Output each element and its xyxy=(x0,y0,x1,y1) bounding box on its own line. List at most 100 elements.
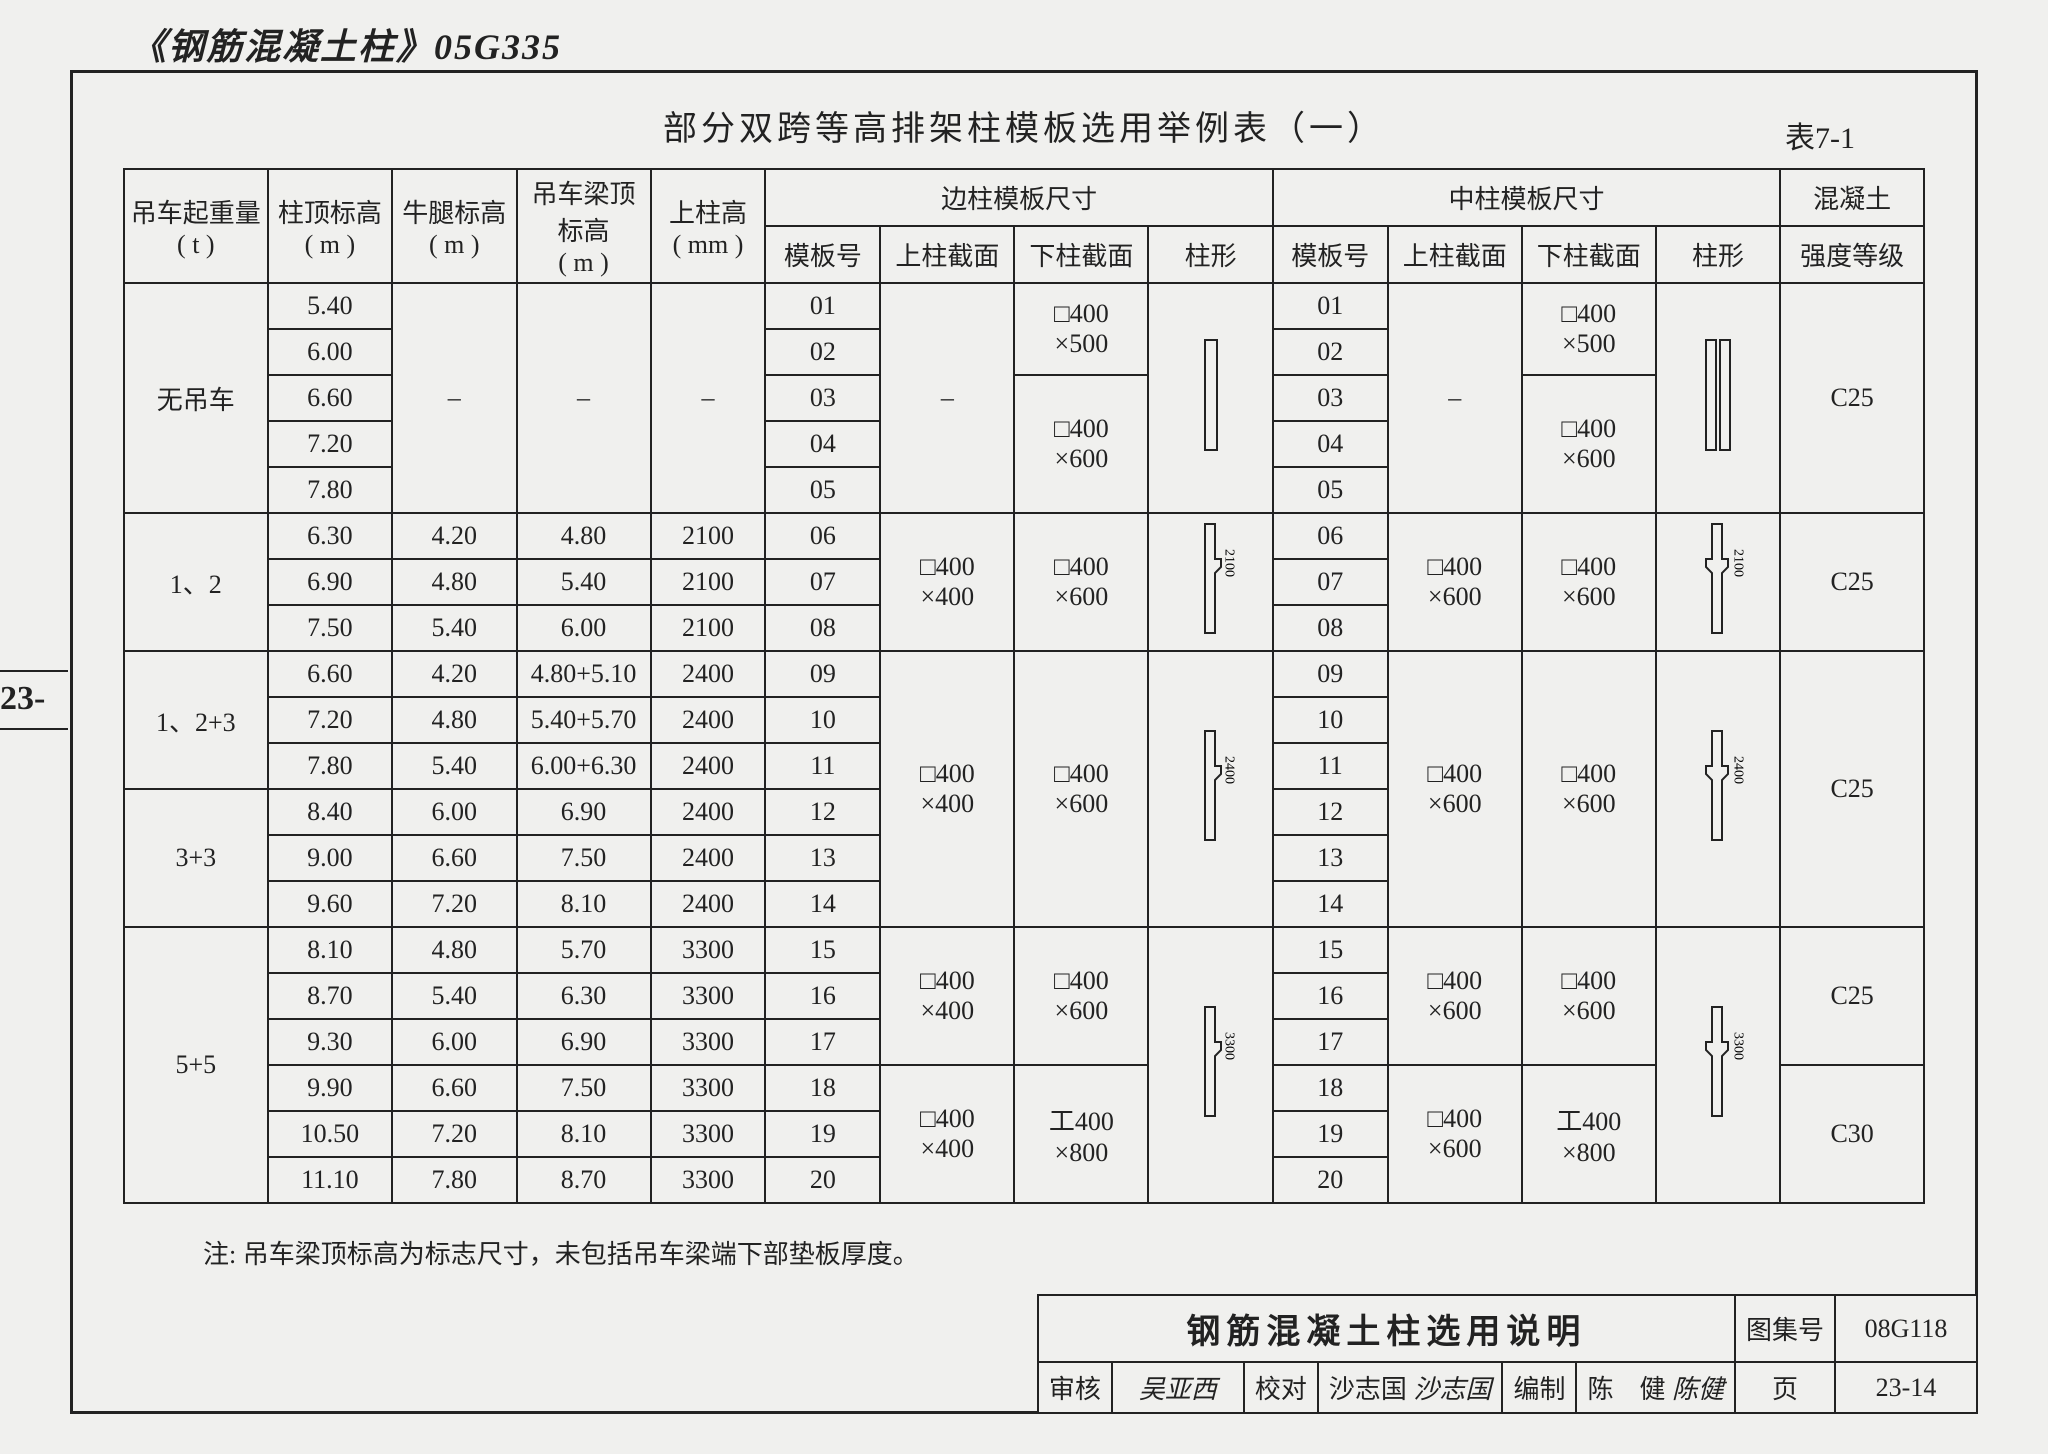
table-cell: 2400 xyxy=(651,835,766,881)
col-header: 牛腿标高( m ) xyxy=(392,169,516,283)
table-cell: 4.80 xyxy=(392,927,516,973)
table-cell: 18 xyxy=(1273,1065,1388,1111)
table-cell: □400×600 xyxy=(1388,927,1522,1065)
drawing-frame: 部分双跨等高排架柱模板选用举例表（一） 表7-1 吊车起重量( t )柱顶标高(… xyxy=(70,70,1978,1414)
col-header: 模板号 xyxy=(765,226,880,283)
table-title: 部分双跨等高排架柱模板选用举例表（一） xyxy=(123,83,1925,168)
table-row: 5+58.104.805.70330015□400×400□400×600330… xyxy=(124,927,1924,973)
col-header: 中柱模板尺寸 xyxy=(1273,169,1780,226)
table-cell: □400×600 xyxy=(1522,651,1656,927)
table-cell: 2100 xyxy=(651,559,766,605)
table-cell: C30 xyxy=(1780,1065,1924,1203)
table-cell: 2400 xyxy=(651,789,766,835)
col-header: 柱顶标高( m ) xyxy=(268,169,392,283)
table-cell: 20 xyxy=(1273,1157,1388,1203)
table-cell: 12 xyxy=(1273,789,1388,835)
table-cell: □400×600 xyxy=(1522,927,1656,1065)
table-cell: □400×600 xyxy=(1522,513,1656,651)
table-cell: 14 xyxy=(765,881,880,927)
table-cell: 4.20 xyxy=(392,651,516,697)
table-cell: □400×600 xyxy=(1014,651,1148,927)
table-cell: 7.20 xyxy=(392,1111,516,1157)
col-header: 柱形 xyxy=(1148,226,1272,283)
table-cell: 5.40 xyxy=(268,283,392,329)
table-cell: C25 xyxy=(1780,927,1924,1065)
col-header: 上柱截面 xyxy=(1388,226,1522,283)
review-label: 审核 xyxy=(1038,1362,1112,1413)
table-cell: 3300 xyxy=(651,1065,766,1111)
table-cell xyxy=(1656,283,1780,513)
table-cell: 08 xyxy=(1273,605,1388,651)
table-cell: 3300 xyxy=(651,1157,766,1203)
table-cell: 2400 xyxy=(1148,651,1272,927)
page-value: 23-14 xyxy=(1835,1362,1977,1413)
table-cell: 19 xyxy=(765,1111,880,1157)
table-cell: 08 xyxy=(765,605,880,651)
table-cell: 2400 xyxy=(651,881,766,927)
table-cell: □400×600 xyxy=(1388,513,1522,651)
table-cell: 6.00 xyxy=(268,329,392,375)
table-cell: 工400×800 xyxy=(1014,1065,1148,1203)
table-cell: □400×400 xyxy=(880,513,1014,651)
table-cell: C25 xyxy=(1780,651,1924,927)
selection-table: 吊车起重量( t )柱顶标高( m )牛腿标高( m )吊车梁顶标高( m )上… xyxy=(123,168,1925,1204)
table-cell: 2400 xyxy=(651,651,766,697)
table-cell: 7.20 xyxy=(268,421,392,467)
col-header: 柱形 xyxy=(1656,226,1780,283)
table-cell: □400×600 xyxy=(1014,375,1148,513)
table-cell: 6.00 xyxy=(517,605,651,651)
col-header: 下柱截面 xyxy=(1014,226,1148,283)
table-cell: 6.30 xyxy=(268,513,392,559)
table-cell: C25 xyxy=(1780,283,1924,513)
col-header: 模板号 xyxy=(1273,226,1388,283)
table-cell: 8.70 xyxy=(268,973,392,1019)
table-cell: 3300 xyxy=(1656,927,1780,1203)
table-cell: 6.60 xyxy=(268,375,392,421)
compile-name: 陈 健 陈健 xyxy=(1576,1362,1735,1413)
table-cell: 13 xyxy=(1273,835,1388,881)
table-cell: 6.60 xyxy=(268,651,392,697)
table-cell: 8.10 xyxy=(517,881,651,927)
table-cell: 1、2+3 xyxy=(124,651,268,789)
table-cell: 05 xyxy=(1273,467,1388,513)
table-cell: 3+3 xyxy=(124,789,268,927)
table-cell: 2100 xyxy=(1148,513,1272,651)
table-cell: 6.60 xyxy=(392,835,516,881)
table-cell: – xyxy=(651,283,766,513)
col-header: 上柱截面 xyxy=(880,226,1014,283)
table-cell: 04 xyxy=(765,421,880,467)
table-cell: 1、2 xyxy=(124,513,268,651)
table-cell: – xyxy=(1388,283,1522,513)
table-cell: 20 xyxy=(765,1157,880,1203)
document-header: 《钢筋混凝土柱》05G335 xyxy=(130,18,562,70)
table-cell: 2100 xyxy=(651,605,766,651)
col-header: 强度等级 xyxy=(1780,226,1924,283)
check-label: 校对 xyxy=(1244,1362,1318,1413)
table-cell: 7.20 xyxy=(268,697,392,743)
table-cell: 15 xyxy=(765,927,880,973)
table-cell: 17 xyxy=(1273,1019,1388,1065)
table-cell: 7.50 xyxy=(517,835,651,881)
table-cell: 18 xyxy=(765,1065,880,1111)
table-cell: 2100 xyxy=(651,513,766,559)
table-cell: 14 xyxy=(1273,881,1388,927)
svg-text:2400: 2400 xyxy=(1731,756,1746,784)
table-cell: 工400×800 xyxy=(1522,1065,1656,1203)
table-cell: 16 xyxy=(765,973,880,1019)
svg-text:2400: 2400 xyxy=(1221,756,1236,784)
table-cell: 5.40+5.70 xyxy=(517,697,651,743)
table-cell: 17 xyxy=(765,1019,880,1065)
table-cell: 19 xyxy=(1273,1111,1388,1157)
album-label: 图集号 xyxy=(1735,1295,1835,1362)
table-cell: 2100 xyxy=(1656,513,1780,651)
titleblock-title: 钢筋混凝土柱选用说明 xyxy=(1038,1295,1735,1362)
table-cell: 无吊车 xyxy=(124,283,268,513)
col-header: 吊车梁顶标高( m ) xyxy=(517,169,651,283)
table-cell: 7.80 xyxy=(268,467,392,513)
table-cell: 4.80 xyxy=(392,559,516,605)
table-cell: 3300 xyxy=(651,927,766,973)
col-header: 边柱模板尺寸 xyxy=(765,169,1272,226)
table-cell: 11 xyxy=(765,743,880,789)
table-cell: 07 xyxy=(1273,559,1388,605)
table-cell: 5.70 xyxy=(517,927,651,973)
